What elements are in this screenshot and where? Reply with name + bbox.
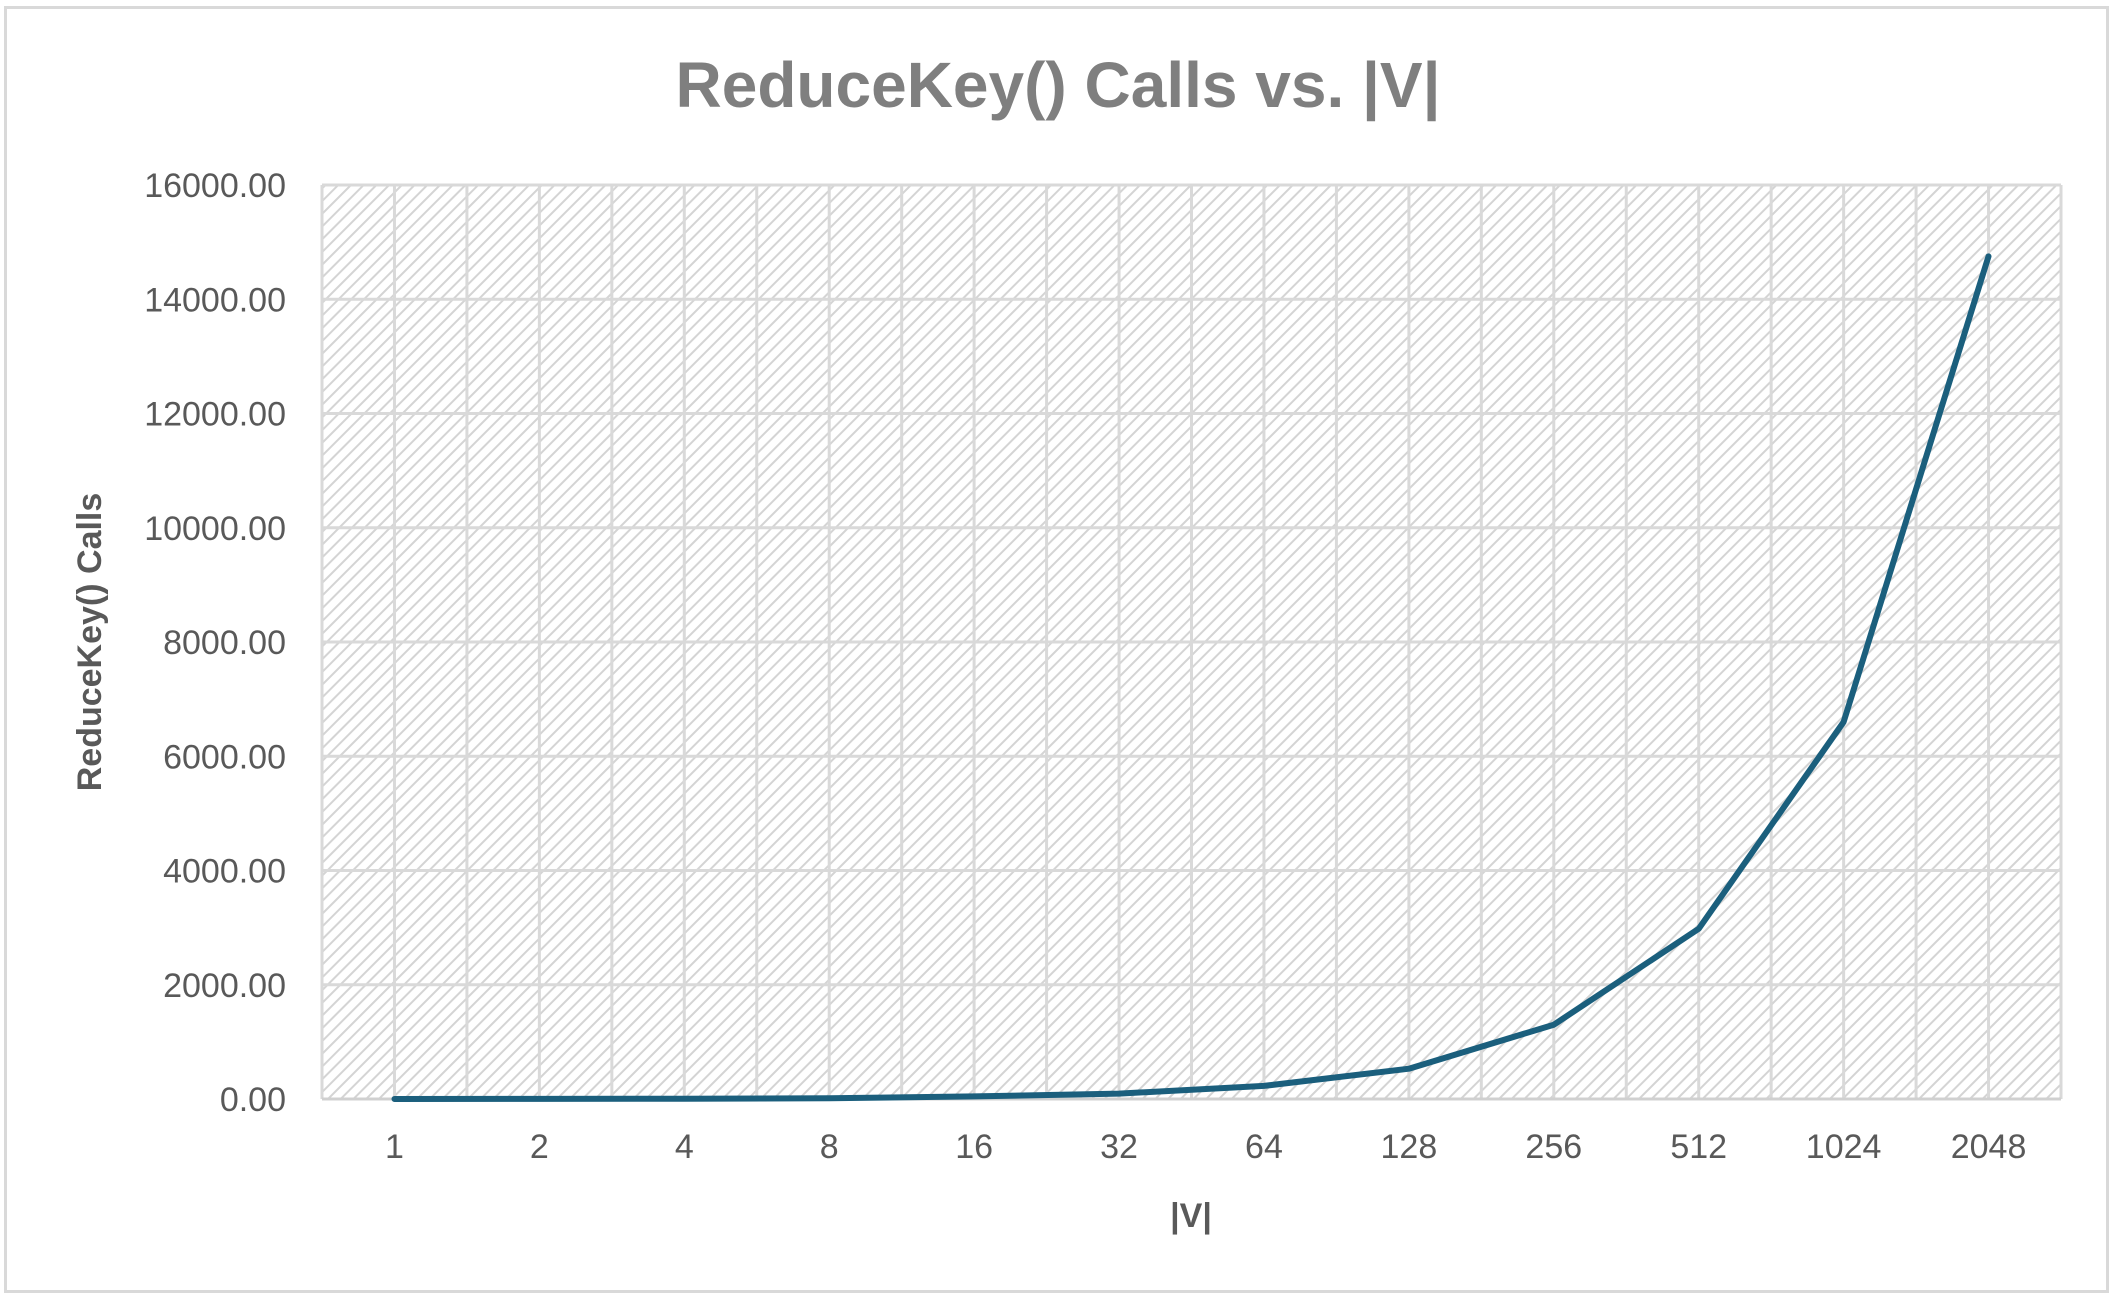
- x-tick-label: 512: [1670, 1128, 1727, 1166]
- y-axis-tick-labels: 0.00 2000.00 4000.00 6000.00 8000.00 10000.00…: [144, 167, 286, 1119]
- series-layer: [391, 253, 1992, 1102]
- x-tick-label: 64: [1245, 1128, 1283, 1166]
- x-axis-tick-labels: 1 2 4 8 16 32 64 128 256 512 1024 2048: [385, 1128, 2026, 1166]
- y-tick-label: 6000.00: [163, 738, 286, 776]
- chart-title: ReduceKey() Calls vs. |V|: [676, 49, 1441, 122]
- x-tick-label: 1: [385, 1128, 404, 1166]
- y-tick-label: 4000.00: [163, 853, 286, 891]
- y-tick-label: 10000.00: [144, 510, 286, 548]
- y-tick-label: 0.00: [220, 1081, 286, 1119]
- y-tick-label: 12000.00: [144, 396, 286, 434]
- x-axis-title: |V|: [1170, 1197, 1212, 1235]
- x-tick-label: 32: [1100, 1128, 1138, 1166]
- x-tick-label: 4: [675, 1128, 694, 1166]
- x-tick-label: 1024: [1806, 1128, 1882, 1166]
- y-tick-label: 2000.00: [163, 967, 286, 1005]
- grid-lines: [320, 183, 2063, 1099]
- y-tick-label: 14000.00: [144, 281, 286, 319]
- x-tick-label: 2: [530, 1128, 549, 1166]
- y-tick-label: 8000.00: [163, 624, 286, 662]
- x-tick-label: 8: [820, 1128, 839, 1166]
- y-axis-title: ReduceKey() Calls: [71, 493, 109, 792]
- x-tick-label: 2048: [1951, 1128, 2027, 1166]
- x-tick-label: 16: [955, 1128, 993, 1166]
- x-tick-label: 256: [1525, 1128, 1582, 1166]
- x-tick-label: 128: [1381, 1128, 1438, 1166]
- series-line: [391, 253, 1992, 1102]
- y-tick-label: 16000.00: [144, 167, 286, 205]
